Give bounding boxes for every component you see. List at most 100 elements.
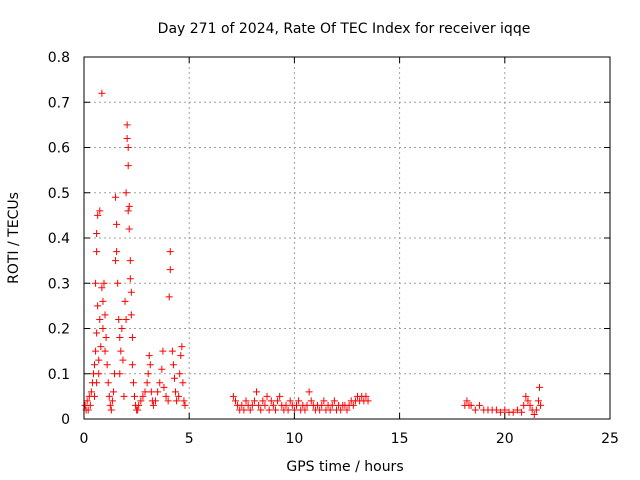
data-point-marker <box>246 406 254 414</box>
y-tick-label: 0.3 <box>48 276 70 292</box>
data-point-marker <box>501 406 509 414</box>
data-point-marker <box>497 408 505 416</box>
data-point-marker <box>99 325 107 332</box>
data-point-marker <box>114 279 122 287</box>
data-point-marker <box>93 379 101 387</box>
data-point-marker <box>271 406 279 414</box>
data-point-marker <box>149 401 157 409</box>
data-point-marker <box>125 225 133 233</box>
data-point-marker <box>120 392 128 400</box>
data-point-marker <box>93 229 101 237</box>
data-point-marker <box>168 347 176 355</box>
data-point-marker <box>169 361 177 369</box>
data-point-marker <box>522 392 530 400</box>
data-point-marker <box>109 388 117 396</box>
data-point-marker <box>476 401 484 409</box>
data-point-marker <box>130 392 138 400</box>
data-point-marker <box>537 401 545 409</box>
x-tick-label: 0 <box>80 431 89 447</box>
y-tick-label: 0.4 <box>48 231 70 247</box>
data-point-marker <box>92 279 100 287</box>
data-point-marker <box>181 401 189 409</box>
data-point-marker <box>524 397 532 405</box>
data-point-marker <box>156 379 164 387</box>
data-point-marker <box>113 220 121 228</box>
data-point-marker <box>255 401 263 409</box>
data-point-marker <box>116 370 124 378</box>
data-point-marker <box>128 334 136 342</box>
data-point-marker <box>95 370 103 378</box>
data-point-marker <box>349 401 357 409</box>
data-point-marker <box>126 257 134 265</box>
data-point-marker <box>295 397 303 405</box>
data-point-marker <box>97 343 105 351</box>
data-point-marker <box>274 397 282 405</box>
data-point-marker <box>172 388 180 396</box>
data-point-marker <box>118 325 126 332</box>
data-point-marker <box>143 379 151 387</box>
data-point-marker <box>124 162 132 170</box>
data-points <box>81 89 545 418</box>
y-tick-label: 0.6 <box>48 141 70 157</box>
data-point-marker <box>177 352 185 360</box>
data-point-marker <box>104 379 112 387</box>
data-point-marker <box>96 207 104 215</box>
data-point-marker <box>229 392 237 400</box>
data-point-marker <box>305 388 313 396</box>
data-point-marker <box>178 343 186 351</box>
data-point-marker <box>276 392 284 400</box>
data-point-marker <box>307 397 315 405</box>
axis-ticks: 0 5 10 15 20 25 0 0.1 0.2 0.3 0.4 0.5 0.6 0.7 0.8 <box>48 50 619 447</box>
data-point-marker <box>532 406 540 414</box>
data-point-marker <box>158 365 166 373</box>
data-point-marker <box>91 392 99 400</box>
data-point-marker <box>135 401 143 409</box>
data-point-marker <box>122 189 130 197</box>
data-point-marker <box>94 211 102 219</box>
data-point-marker <box>125 202 133 210</box>
data-point-marker <box>121 297 129 305</box>
data-point-marker <box>242 397 250 405</box>
data-point-marker <box>141 388 149 396</box>
data-point-marker <box>165 293 173 301</box>
data-point-marker <box>536 383 544 391</box>
data-point-marker <box>116 334 124 342</box>
data-point-marker <box>98 284 106 292</box>
data-point-marker <box>127 288 135 296</box>
y-tick-label: 0.7 <box>48 95 70 111</box>
data-point-marker <box>86 401 94 409</box>
data-point-marker <box>328 401 336 409</box>
data-point-marker <box>160 383 168 391</box>
data-point-marker <box>509 408 517 416</box>
data-point-marker <box>159 347 167 355</box>
data-point-marker <box>154 388 162 396</box>
data-point-marker <box>259 397 267 405</box>
data-point-marker <box>108 397 116 405</box>
data-point-marker <box>134 406 142 414</box>
data-point-marker <box>93 248 101 256</box>
data-point-marker <box>176 370 184 378</box>
plot-frame <box>83 56 611 420</box>
data-point-marker <box>518 408 526 416</box>
y-tick-label: 0.2 <box>48 322 70 338</box>
data-point-marker <box>248 401 256 409</box>
data-point-marker <box>147 388 155 396</box>
data-point-marker <box>265 406 273 414</box>
data-point-marker <box>102 334 110 342</box>
data-point-marker <box>112 193 120 201</box>
data-point-marker <box>124 144 132 151</box>
data-point-marker <box>362 392 370 400</box>
data-point-marker <box>180 397 188 405</box>
data-point-marker <box>137 397 145 405</box>
data-point-marker <box>103 361 111 369</box>
data-point-marker <box>127 311 135 319</box>
data-point-marker <box>164 397 172 405</box>
data-point-marker <box>320 397 328 405</box>
data-point-marker <box>92 347 100 355</box>
data-point-marker <box>99 297 107 305</box>
y-tick-label: 0 <box>61 412 70 428</box>
data-point-marker <box>122 315 130 323</box>
data-point-marker <box>95 356 103 364</box>
data-point-marker <box>303 401 311 409</box>
data-point-marker <box>107 406 115 414</box>
